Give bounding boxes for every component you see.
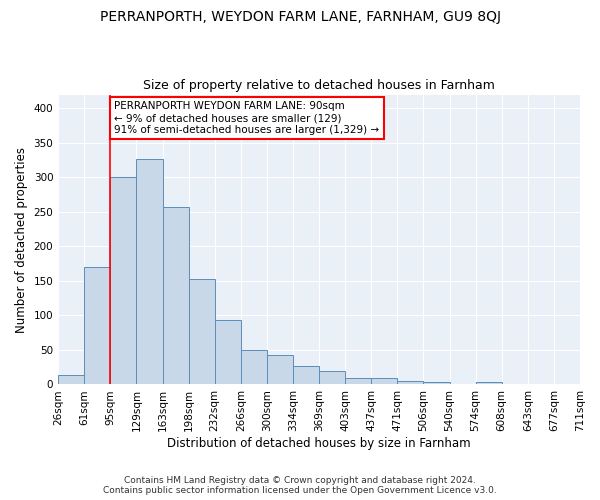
Bar — [163, 207, 188, 384]
Text: Contains HM Land Registry data © Crown copyright and database right 2024.
Contai: Contains HM Land Registry data © Crown c… — [103, 476, 497, 495]
Y-axis label: Number of detached properties: Number of detached properties — [15, 146, 28, 332]
Bar — [424, 382, 449, 384]
Bar — [136, 158, 163, 384]
Bar — [188, 279, 215, 384]
Text: PERRANPORTH WEYDON FARM LANE: 90sqm
← 9% of detached houses are smaller (129)
91: PERRANPORTH WEYDON FARM LANE: 90sqm ← 9%… — [114, 102, 379, 134]
Text: PERRANPORTH, WEYDON FARM LANE, FARNHAM, GU9 8QJ: PERRANPORTH, WEYDON FARM LANE, FARNHAM, … — [100, 10, 500, 24]
Bar — [345, 378, 371, 384]
Bar — [84, 267, 110, 384]
Bar — [476, 382, 502, 384]
Bar — [293, 366, 319, 384]
Title: Size of property relative to detached houses in Farnham: Size of property relative to detached ho… — [143, 79, 495, 92]
Bar — [319, 370, 345, 384]
Bar — [397, 381, 424, 384]
X-axis label: Distribution of detached houses by size in Farnham: Distribution of detached houses by size … — [167, 437, 471, 450]
Bar — [110, 178, 136, 384]
Bar — [215, 320, 241, 384]
Bar — [241, 350, 267, 384]
Bar — [58, 376, 84, 384]
Bar — [371, 378, 397, 384]
Bar — [267, 355, 293, 384]
